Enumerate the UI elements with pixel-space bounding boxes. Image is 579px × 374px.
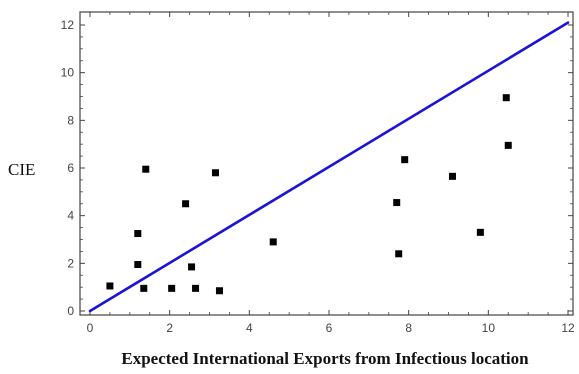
- data-point: [448, 172, 456, 180]
- y-tick-label: 0: [67, 304, 74, 318]
- data-point: [188, 263, 196, 271]
- x-axis-title: Expected International Exports from Infe…: [121, 349, 529, 368]
- fit-line: [88, 21, 570, 313]
- data-point: [476, 228, 484, 236]
- data-point: [211, 169, 219, 177]
- fit-line-layer: [88, 21, 570, 313]
- data-point: [395, 250, 403, 258]
- data-point: [168, 284, 176, 292]
- data-point: [192, 284, 200, 292]
- data-point: [142, 165, 150, 173]
- x-tick-label: 4: [246, 321, 253, 335]
- x-tick-label: 10: [482, 321, 496, 335]
- x-tick-label: 0: [87, 321, 94, 335]
- x-axis: 0 2 4 6 8 10 12: [87, 12, 575, 335]
- x-tick-label: 6: [326, 321, 333, 335]
- data-point: [134, 230, 142, 238]
- data-point: [215, 287, 223, 295]
- data-point: [504, 141, 512, 149]
- data-point: [269, 238, 277, 246]
- y-axis: 0 2 4 6 8 10 12: [61, 18, 573, 318]
- data-point: [401, 156, 409, 164]
- y-axis-title: CIE: [8, 160, 35, 179]
- plot-frame: [79, 11, 574, 316]
- data-point: [393, 199, 401, 207]
- data-point: [134, 261, 142, 269]
- x-tick-label: 8: [405, 321, 412, 335]
- data-point: [182, 200, 190, 208]
- x-tick-label: 2: [166, 321, 173, 335]
- points-layer: [106, 94, 512, 295]
- x-tick-label: 12: [561, 321, 575, 335]
- data-point: [106, 282, 114, 290]
- data-point: [140, 284, 148, 292]
- y-tick-label: 10: [61, 66, 75, 80]
- data-point: [502, 94, 510, 102]
- y-tick-label: 6: [67, 161, 74, 175]
- y-tick-label: 2: [67, 256, 74, 270]
- y-tick-label: 12: [61, 18, 75, 32]
- y-tick-label: 4: [67, 209, 74, 223]
- y-tick-label: 8: [67, 113, 74, 127]
